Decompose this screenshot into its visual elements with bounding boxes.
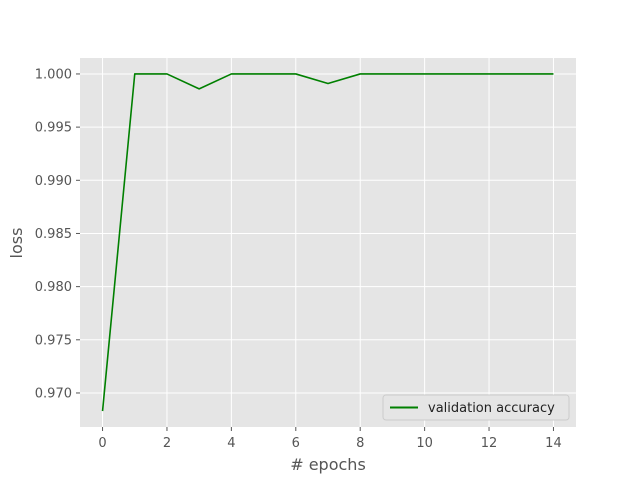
series-layer [101, 73, 554, 412]
legend: validation accuracy [382, 394, 570, 421]
series-line [101, 73, 554, 412]
x-tick-label: 14 [545, 436, 562, 451]
y-tick-label: 0.970 [35, 386, 72, 401]
x-axis-label: # epochs [290, 455, 366, 474]
legend-box [382, 394, 570, 421]
x-tick-label: 10 [416, 436, 433, 451]
y-tick-label: 0.980 [35, 280, 72, 295]
y-tick-label: 0.985 [35, 227, 72, 242]
plot-area [80, 58, 576, 427]
x-axis-ticks: 0 2 4 6 8 10 12 14 [98, 427, 562, 451]
x-tick-label: 6 [292, 436, 300, 451]
y-tick-label: 0.975 [35, 333, 72, 348]
x-tick-label: 0 [98, 436, 106, 451]
y-tick-label: 1.000 [35, 67, 72, 82]
x-tick-label: 4 [227, 436, 235, 451]
x-tick-label: 2 [163, 436, 171, 451]
x-tick-label: 8 [356, 436, 364, 451]
y-tick-label: 0.990 [35, 174, 72, 189]
y-tick-label: 0.995 [35, 121, 72, 136]
legend-label: validation accuracy [428, 401, 555, 416]
x-tick-label: 12 [481, 436, 498, 451]
y-axis-ticks: 0.970 0.975 0.980 0.985 0.990 0.995 1.000 [35, 67, 80, 401]
grid [80, 58, 576, 427]
y-axis-label: loss [7, 228, 26, 259]
